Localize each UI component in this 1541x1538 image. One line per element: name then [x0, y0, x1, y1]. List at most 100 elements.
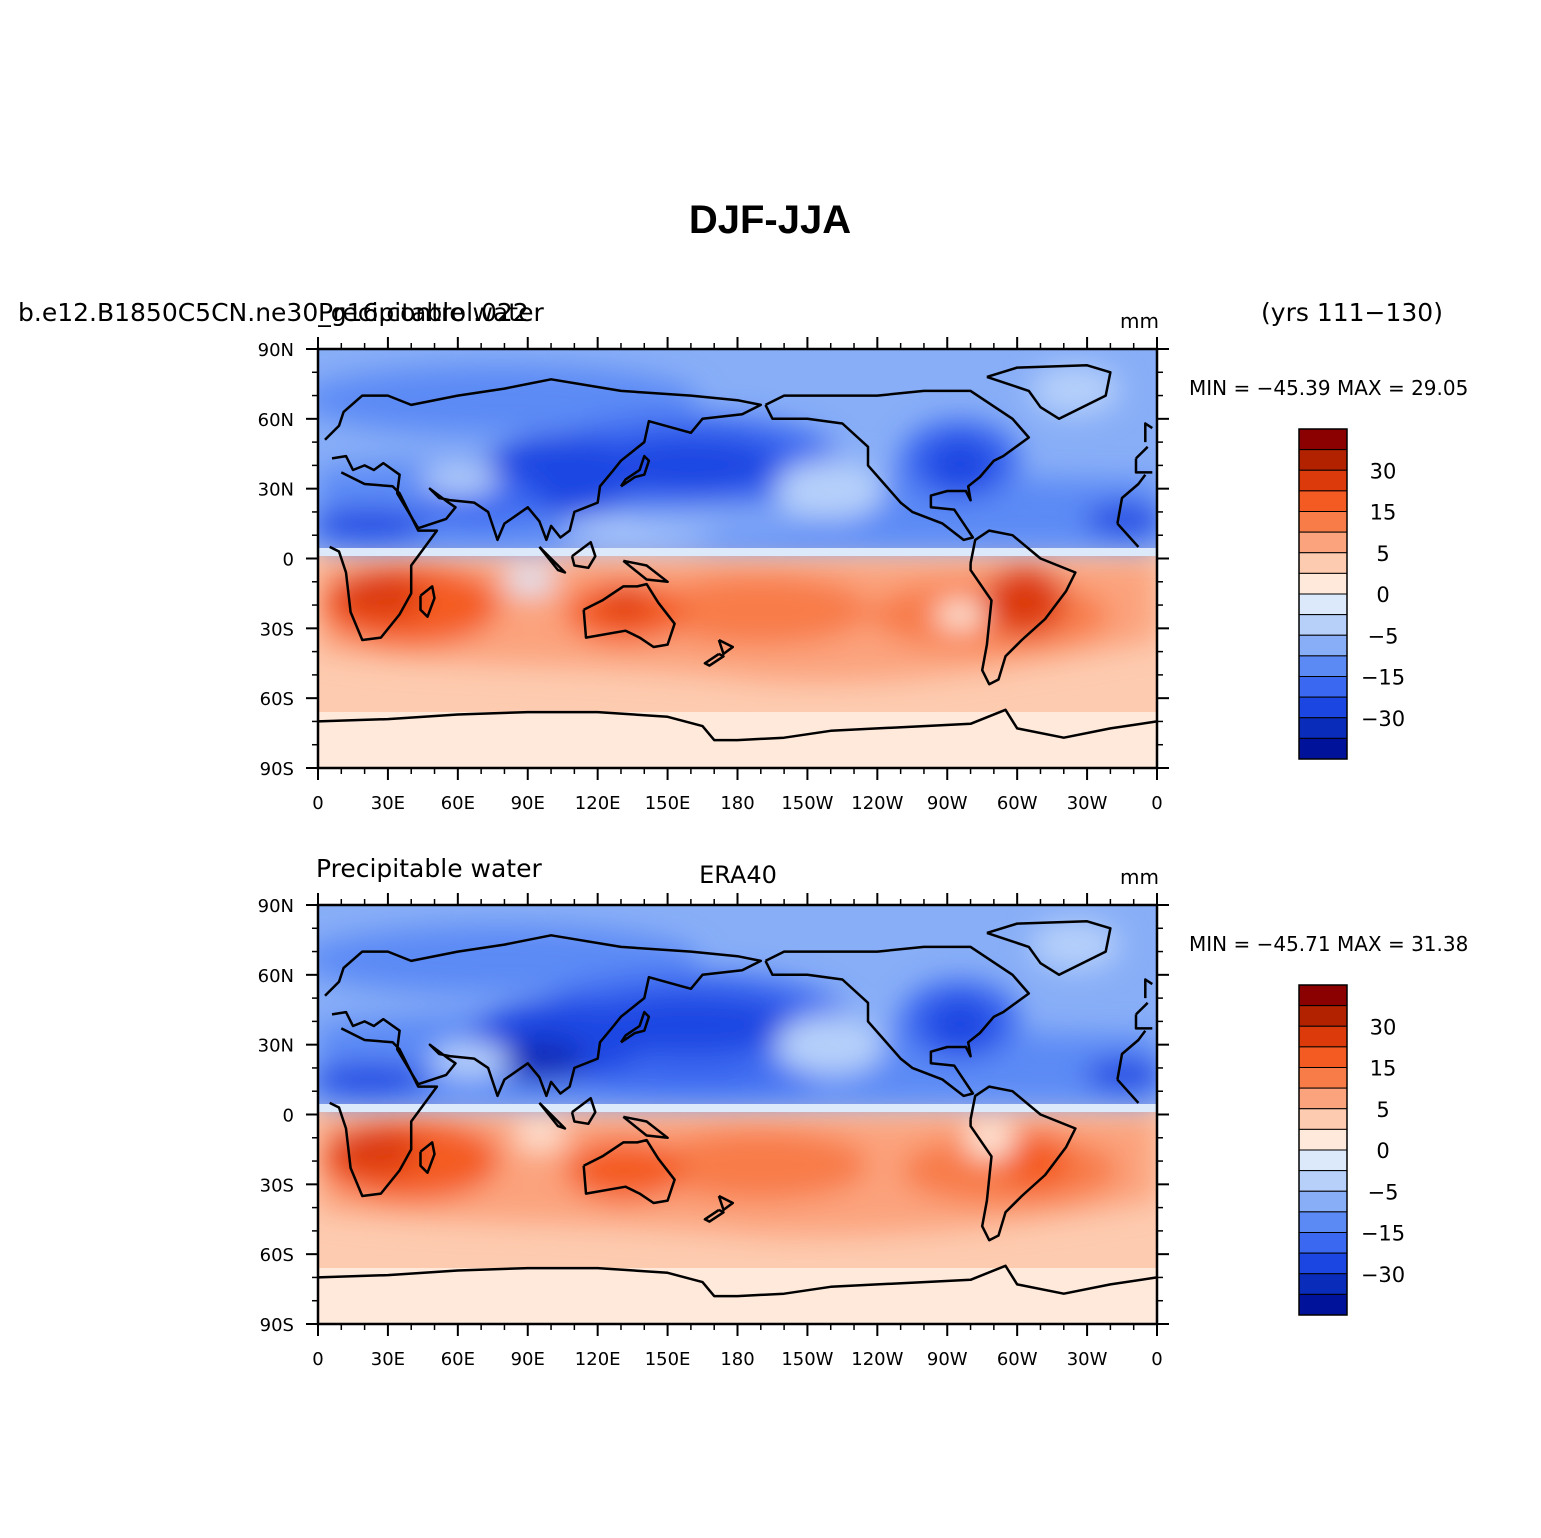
lon-tick-label: 0: [312, 793, 323, 814]
coastline-namerica: [764, 945, 1031, 1098]
coastline-japan: [619, 1010, 651, 1044]
lat-tick-label: 90S: [260, 759, 294, 780]
lon-tick-label: 90W: [927, 793, 968, 814]
colorbar-label: 5: [1376, 542, 1389, 566]
lon-tick-label: 180: [720, 793, 754, 814]
coastline-antarctica: [317, 1264, 1158, 1298]
colorbar-swatch: [1298, 531, 1348, 554]
panel-center-label: ERA40: [699, 861, 777, 889]
lon-tick-label: 60W: [997, 793, 1038, 814]
coastline-africa: [329, 1027, 1147, 1198]
colorbar-swatch: [1298, 490, 1348, 512]
lon-tick-label: 150E: [645, 1349, 691, 1370]
panel-units: mm: [1120, 865, 1159, 889]
lon-tick-label: 120E: [575, 793, 621, 814]
lon-tick-label: 30E: [371, 1349, 405, 1370]
lon-tick-label: 180: [720, 1349, 754, 1370]
lon-tick-label: 150W: [781, 1349, 833, 1370]
lon-tick-label: 60W: [997, 1349, 1038, 1370]
colorbar-swatch: [1298, 449, 1348, 471]
colorbar-swatch: [1298, 676, 1348, 698]
colorbar-label: 15: [1370, 1057, 1397, 1081]
coastline-newzealand_s: [703, 652, 725, 667]
lat-tick-label: 60N: [258, 410, 294, 431]
colorbar-swatch: [1298, 1273, 1348, 1295]
coastline-newzealand: [717, 1194, 735, 1212]
coastline-madagascar: [419, 585, 436, 618]
colorbar-swatch: [1298, 1087, 1348, 1110]
panel-units: mm: [1120, 309, 1159, 333]
coastline-borneo: [570, 1096, 597, 1126]
map-field: [318, 349, 1157, 768]
colorbar-swatch: [1298, 511, 1348, 533]
coastline-australia: [582, 582, 676, 649]
coastline-newguinea: [622, 559, 669, 584]
colorbar-swatch: [1298, 469, 1348, 492]
lon-tick-label: 150W: [781, 793, 833, 814]
colorbar-label: 15: [1370, 501, 1397, 525]
lat-tick-label: 60S: [260, 1245, 294, 1266]
colorbar: 30 15 5 0 −5 −15 −30: [1298, 984, 1405, 1316]
coastline-borneo: [570, 540, 597, 570]
lat-tick-label: 30N: [258, 480, 294, 501]
colorbar-label: 30: [1370, 1015, 1397, 1039]
coastline-newguinea: [622, 1115, 669, 1140]
colorbar-label: −15: [1361, 666, 1405, 690]
years-label: (yrs 111−130): [1261, 298, 1443, 327]
colorbar-swatch: [1298, 1149, 1348, 1172]
colorbar-swatch: [1298, 428, 1348, 451]
lon-tick-label: 0: [1151, 793, 1162, 814]
coastline-japan: [619, 454, 651, 488]
lon-tick-label: 30W: [1067, 793, 1108, 814]
colorbar: 30 15 5 0 −5 −15 −30: [1298, 428, 1405, 760]
colorbar-label: 5: [1376, 1098, 1389, 1122]
lon-tick-label: 90E: [511, 793, 545, 814]
panel-min-max: MIN = −45.39 MAX = 29.05: [1189, 376, 1468, 400]
lat-tick-label: 60S: [260, 689, 294, 710]
lat-tick-label: 0: [283, 1106, 294, 1127]
coastline-namerica: [764, 389, 1031, 542]
colorbar-swatch: [1298, 1108, 1348, 1130]
colorbar-label: −15: [1361, 1222, 1405, 1246]
coastlines: [317, 364, 1158, 742]
lon-tick-label: 120E: [575, 1349, 621, 1370]
panel-left-label: Precipitable water: [316, 854, 542, 883]
figure-title: DJF-JJA: [689, 198, 851, 242]
lon-tick-label: 90E: [511, 1349, 545, 1370]
coastline-sumatra: [538, 1102, 567, 1130]
lon-tick-label: 60E: [441, 1349, 475, 1370]
lon-tick-label: 0: [312, 1349, 323, 1370]
colorbar-swatch: [1298, 1232, 1348, 1254]
lon-tick-label: 0: [1151, 1349, 1162, 1370]
colorbar-swatch: [1298, 614, 1348, 636]
colorbar-swatch: [1298, 1067, 1348, 1089]
coastline-britain: [1144, 978, 1153, 999]
lat-tick-label: 0: [283, 550, 294, 571]
colorbar-label: −30: [1361, 1263, 1405, 1287]
panel-center-label: Precipitable water: [318, 298, 544, 327]
colorbar-swatch: [1298, 1252, 1348, 1275]
colorbar-swatch: [1298, 984, 1348, 1007]
colorbar-label: −30: [1361, 707, 1405, 731]
colorbar-swatch: [1298, 1005, 1348, 1027]
map-panel-model: b.e12.B1850C5CN.ne30_g16.control.022 Pre…: [18, 298, 1468, 768]
coastlines: [317, 920, 1158, 1298]
colorbar-label: 0: [1376, 1139, 1389, 1163]
coastline-australia: [582, 1138, 676, 1205]
coastline-samerica: [969, 1085, 1077, 1242]
coastline-africa: [329, 471, 1147, 642]
map-field: [318, 905, 1157, 1324]
lat-tick-label: 60N: [258, 966, 294, 987]
colorbar-label: 30: [1370, 459, 1397, 483]
lon-tick-label: 120W: [851, 793, 903, 814]
lat-tick-label: 30S: [260, 1175, 294, 1196]
colorbar-swatch: [1298, 1025, 1348, 1048]
colorbar-swatch: [1298, 696, 1348, 719]
colorbar-frame: [1298, 984, 1348, 1316]
lat-tick-label: 30N: [258, 1036, 294, 1057]
panel-left-label: b.e12.B1850C5CN.ne30_g16.control.022: [18, 298, 529, 327]
colorbar-swatch: [1298, 552, 1348, 574]
colorbar-label: −5: [1368, 624, 1399, 648]
coastline-samerica: [969, 529, 1077, 686]
